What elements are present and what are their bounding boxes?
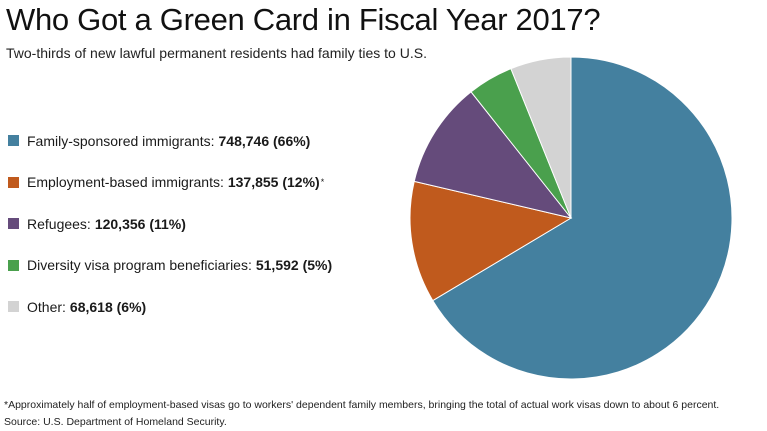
footnote: *Approximately half of employment-based … [4, 399, 720, 411]
legend-label-diversity: Diversity visa program beneficiaries: [27, 257, 252, 273]
legend-item-family: Family-sponsored immigrants: 748,746 (66… [8, 132, 332, 149]
pie-slice-refugees [413, 91, 573, 219]
legend-swatch-employment [8, 176, 19, 188]
legend-item-diversity: Diversity visa program beneficiaries: 51… [8, 257, 332, 274]
legend-label-other: Other: [27, 298, 66, 315]
legend-label-employment: Employment-based immigrants: [27, 174, 224, 190]
legend-swatch-other [8, 301, 19, 312]
legend: Family-sponsored immigrants: 748,746 (66… [8, 132, 332, 340]
pie-slice-other [510, 56, 572, 219]
chart-subtitle: Two-thirds of new lawful permanent resid… [6, 45, 427, 61]
legend-value-employment: 137,855 (12%) [227, 174, 320, 190]
legend-footnote-marker: * [320, 177, 325, 187]
chart-title: Who Got a Green Card in Fiscal Year 2017… [6, 2, 601, 37]
legend-value-refugees: 120,356 (11%) [94, 215, 186, 232]
pie-slice-employment [409, 180, 573, 302]
legend-value-diversity: 51,592 (5%) [255, 257, 333, 273]
legend-label-refugees: Refugees: [27, 215, 91, 232]
legend-item-other: Other: 68,618 (6%) [8, 298, 332, 315]
legend-item-refugees: Refugees: 120,356 (11%) [8, 215, 332, 232]
legend-item-employment: Employment-based immigrants: 137,855 (12… [8, 174, 332, 191]
legend-value-other: 68,618 (6%) [69, 298, 147, 315]
legend-label-family: Family-sponsored immigrants: [27, 132, 215, 149]
legend-swatch-refugees [8, 218, 19, 229]
pie-chart [409, 56, 733, 380]
pie-slice-family [432, 56, 733, 380]
source-note: Source: U.S. Department of Homeland Secu… [4, 416, 227, 428]
legend-value-family: 748,746 (66%) [218, 132, 311, 149]
legend-swatch-diversity [8, 259, 19, 271]
legend-swatch-family [8, 135, 19, 146]
